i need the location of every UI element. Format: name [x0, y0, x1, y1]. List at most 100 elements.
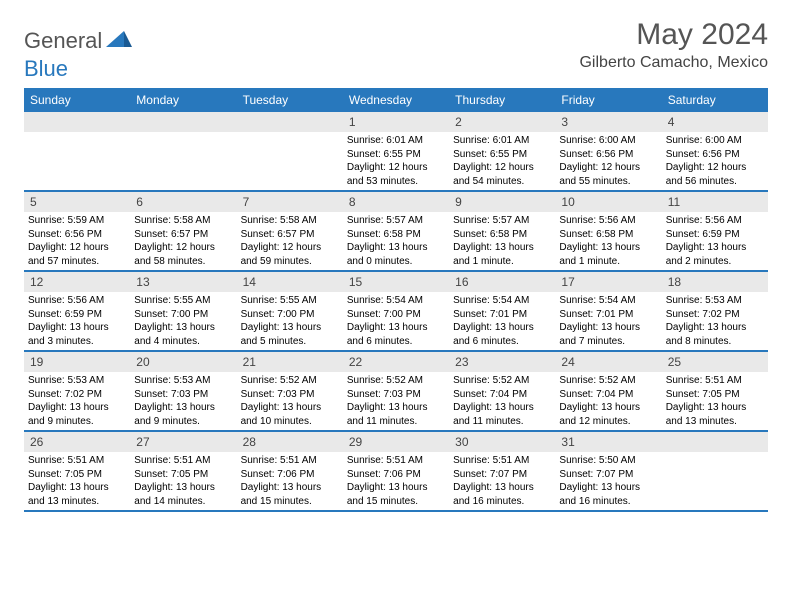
day-cell: 22Sunrise: 5:52 AMSunset: 7:03 PMDayligh… [343, 352, 449, 430]
daylight-line: Daylight: 13 hours and 6 minutes. [453, 321, 551, 348]
day-cell: 30Sunrise: 5:51 AMSunset: 7:07 PMDayligh… [449, 432, 555, 510]
day-number: 14 [237, 272, 343, 292]
daylight-line: Daylight: 13 hours and 5 minutes. [241, 321, 339, 348]
day-number: 5 [24, 192, 130, 212]
sunset-line: Sunset: 7:05 PM [28, 468, 126, 482]
sunrise-line: Sunrise: 5:56 AM [28, 294, 126, 308]
day-cell: 28Sunrise: 5:51 AMSunset: 7:06 PMDayligh… [237, 432, 343, 510]
day-cell: 8Sunrise: 5:57 AMSunset: 6:58 PMDaylight… [343, 192, 449, 270]
day-number [130, 112, 236, 132]
day-number: 11 [662, 192, 768, 212]
day-info: Sunrise: 5:51 AMSunset: 7:05 PMDaylight:… [130, 452, 236, 510]
week-row: 26Sunrise: 5:51 AMSunset: 7:05 PMDayligh… [24, 432, 768, 512]
day-number [237, 112, 343, 132]
weekday-cell: Monday [130, 88, 236, 112]
daylight-line: Daylight: 13 hours and 4 minutes. [134, 321, 232, 348]
day-cell: 10Sunrise: 5:56 AMSunset: 6:58 PMDayligh… [555, 192, 661, 270]
sunset-line: Sunset: 7:03 PM [241, 388, 339, 402]
logo: General [24, 28, 136, 54]
day-info: Sunrise: 5:57 AMSunset: 6:58 PMDaylight:… [449, 212, 555, 270]
day-number: 8 [343, 192, 449, 212]
day-number: 7 [237, 192, 343, 212]
logo-text-blue: Blue [24, 56, 68, 82]
day-number: 24 [555, 352, 661, 372]
day-cell: 29Sunrise: 5:51 AMSunset: 7:06 PMDayligh… [343, 432, 449, 510]
day-cell [237, 112, 343, 190]
day-cell: 26Sunrise: 5:51 AMSunset: 7:05 PMDayligh… [24, 432, 130, 510]
sunrise-line: Sunrise: 5:51 AM [666, 374, 764, 388]
day-number: 4 [662, 112, 768, 132]
day-number: 21 [237, 352, 343, 372]
day-number: 15 [343, 272, 449, 292]
day-cell: 4Sunrise: 6:00 AMSunset: 6:56 PMDaylight… [662, 112, 768, 190]
day-cell: 5Sunrise: 5:59 AMSunset: 6:56 PMDaylight… [24, 192, 130, 270]
sunrise-line: Sunrise: 5:52 AM [241, 374, 339, 388]
sunset-line: Sunset: 7:01 PM [559, 308, 657, 322]
sunrise-line: Sunrise: 5:51 AM [241, 454, 339, 468]
sunset-line: Sunset: 6:56 PM [28, 228, 126, 242]
day-info [24, 132, 130, 136]
daylight-line: Daylight: 13 hours and 11 minutes. [453, 401, 551, 428]
day-cell: 24Sunrise: 5:52 AMSunset: 7:04 PMDayligh… [555, 352, 661, 430]
daylight-line: Daylight: 13 hours and 7 minutes. [559, 321, 657, 348]
sunrise-line: Sunrise: 5:53 AM [134, 374, 232, 388]
day-number: 25 [662, 352, 768, 372]
day-info: Sunrise: 5:56 AMSunset: 6:59 PMDaylight:… [662, 212, 768, 270]
daylight-line: Daylight: 13 hours and 1 minute. [559, 241, 657, 268]
daylight-line: Daylight: 13 hours and 9 minutes. [134, 401, 232, 428]
day-number: 10 [555, 192, 661, 212]
sunrise-line: Sunrise: 6:01 AM [347, 134, 445, 148]
day-number: 29 [343, 432, 449, 452]
day-cell: 19Sunrise: 5:53 AMSunset: 7:02 PMDayligh… [24, 352, 130, 430]
daylight-line: Daylight: 12 hours and 56 minutes. [666, 161, 764, 188]
sunset-line: Sunset: 7:05 PM [666, 388, 764, 402]
weekday-cell: Thursday [449, 88, 555, 112]
week-row: 5Sunrise: 5:59 AMSunset: 6:56 PMDaylight… [24, 192, 768, 272]
day-cell: 21Sunrise: 5:52 AMSunset: 7:03 PMDayligh… [237, 352, 343, 430]
sunset-line: Sunset: 7:01 PM [453, 308, 551, 322]
sunset-line: Sunset: 7:05 PM [134, 468, 232, 482]
sunset-line: Sunset: 6:57 PM [134, 228, 232, 242]
daylight-line: Daylight: 12 hours and 59 minutes. [241, 241, 339, 268]
sunset-line: Sunset: 7:00 PM [347, 308, 445, 322]
day-number: 1 [343, 112, 449, 132]
day-info: Sunrise: 5:51 AMSunset: 7:05 PMDaylight:… [662, 372, 768, 430]
sunrise-line: Sunrise: 5:55 AM [241, 294, 339, 308]
logo-triangle-icon [106, 29, 132, 54]
sunset-line: Sunset: 7:02 PM [666, 308, 764, 322]
day-info: Sunrise: 5:53 AMSunset: 7:02 PMDaylight:… [662, 292, 768, 350]
sunset-line: Sunset: 7:00 PM [134, 308, 232, 322]
sunrise-line: Sunrise: 5:51 AM [347, 454, 445, 468]
sunset-line: Sunset: 7:06 PM [241, 468, 339, 482]
daylight-line: Daylight: 13 hours and 8 minutes. [666, 321, 764, 348]
day-info: Sunrise: 5:52 AMSunset: 7:03 PMDaylight:… [343, 372, 449, 430]
sunrise-line: Sunrise: 5:54 AM [347, 294, 445, 308]
daylight-line: Daylight: 13 hours and 15 minutes. [241, 481, 339, 508]
day-number: 12 [24, 272, 130, 292]
day-info: Sunrise: 6:00 AMSunset: 6:56 PMDaylight:… [555, 132, 661, 190]
day-info: Sunrise: 5:57 AMSunset: 6:58 PMDaylight:… [343, 212, 449, 270]
daylight-line: Daylight: 13 hours and 0 minutes. [347, 241, 445, 268]
sunrise-line: Sunrise: 5:55 AM [134, 294, 232, 308]
daylight-line: Daylight: 13 hours and 2 minutes. [666, 241, 764, 268]
sunrise-line: Sunrise: 5:53 AM [666, 294, 764, 308]
sunrise-line: Sunrise: 5:57 AM [453, 214, 551, 228]
day-number [24, 112, 130, 132]
daylight-line: Daylight: 13 hours and 14 minutes. [134, 481, 232, 508]
sunset-line: Sunset: 6:59 PM [666, 228, 764, 242]
sunset-line: Sunset: 7:03 PM [347, 388, 445, 402]
day-number: 20 [130, 352, 236, 372]
day-cell: 2Sunrise: 6:01 AMSunset: 6:55 PMDaylight… [449, 112, 555, 190]
day-info: Sunrise: 5:52 AMSunset: 7:03 PMDaylight:… [237, 372, 343, 430]
day-cell: 3Sunrise: 6:00 AMSunset: 6:56 PMDaylight… [555, 112, 661, 190]
sunrise-line: Sunrise: 6:00 AM [666, 134, 764, 148]
sunrise-line: Sunrise: 5:51 AM [28, 454, 126, 468]
day-number: 26 [24, 432, 130, 452]
daylight-line: Daylight: 12 hours and 55 minutes. [559, 161, 657, 188]
day-cell: 16Sunrise: 5:54 AMSunset: 7:01 PMDayligh… [449, 272, 555, 350]
day-info: Sunrise: 5:53 AMSunset: 7:02 PMDaylight:… [24, 372, 130, 430]
day-info [237, 132, 343, 136]
location-label: Gilberto Camacho, Mexico [579, 54, 768, 72]
weekday-cell: Sunday [24, 88, 130, 112]
sunset-line: Sunset: 7:07 PM [559, 468, 657, 482]
